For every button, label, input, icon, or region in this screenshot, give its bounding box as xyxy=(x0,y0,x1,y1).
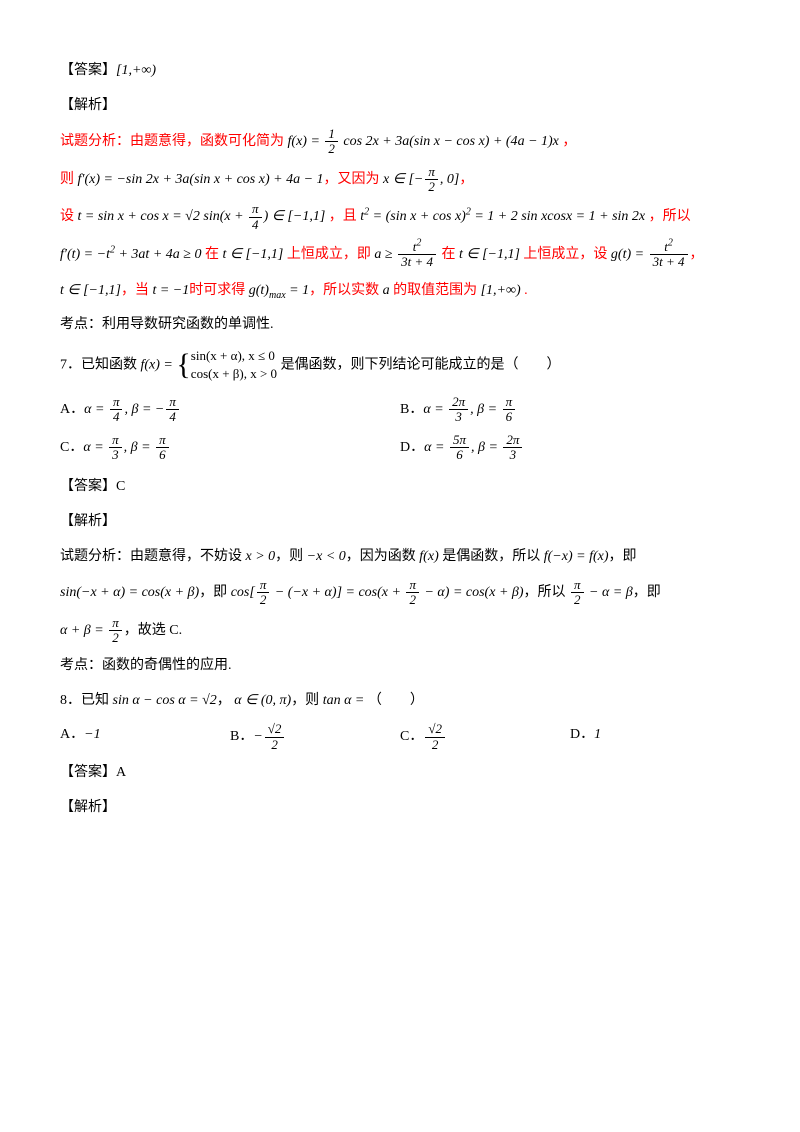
answer-label: 【答案】 xyxy=(60,765,116,780)
brace-icon: { xyxy=(176,350,190,380)
val: t = −1 xyxy=(152,283,189,298)
var: a xyxy=(383,283,390,298)
answer-value: C xyxy=(116,479,125,494)
answer-label: 【答案】 xyxy=(60,63,116,78)
text: ， xyxy=(559,134,577,149)
formula: f(x) = 12 cos 2x + 3a(sin x − cos x) + (… xyxy=(288,134,559,149)
formula: f′(t) = −t2 + 3at + 4a ≥ 0 xyxy=(60,247,201,262)
range: t ∈ [−1,1] xyxy=(459,247,520,262)
text: 的取值范围为 xyxy=(390,283,481,298)
text: . xyxy=(521,283,528,298)
cases: sin(x + α), x ≤ 0cos(x + β), x > 0 xyxy=(191,347,277,383)
formula: t2 = (sin x + cos x)2 = 1 + 2 sin xcosx … xyxy=(360,209,645,224)
analysis-line-4: f′(t) = −t2 + 3at + 4a ≥ 0 在 t ∈ [−1,1] … xyxy=(60,240,740,270)
text: ，当 xyxy=(121,283,153,298)
q-number: 8． xyxy=(60,693,81,708)
analysis-line-3: 设 t = sin x + cos x = √2 sin(x + π4) ∈ [… xyxy=(60,202,740,232)
jiexi-label-7: 【解析】 xyxy=(60,509,740,536)
q7-sol-1: 试题分析：由题意得，不妨设 x > 0，则 −x < 0，因为函数 f(x) 是… xyxy=(60,544,740,571)
option-d[interactable]: D．α = 5π6, β = 2π3 xyxy=(400,433,740,463)
text: 上恒成立，即 xyxy=(283,247,374,262)
q7-sol-2: sin(−x + α) = cos(x + β)，即 cos[π2 − (−x … xyxy=(60,578,740,608)
text: 在 xyxy=(438,247,459,262)
jiexi-label-1: 【解析】 xyxy=(60,93,740,120)
range: t ∈ [−1,1] xyxy=(222,247,283,262)
question-7: 7．已知函数 f(x) = {sin(x + α), x ≤ 0cos(x + … xyxy=(60,347,740,383)
text: ， xyxy=(459,172,473,187)
kaodian-1: 考点：利用导数研究函数的单调性. xyxy=(60,312,740,339)
stem: 是偶函数，则下列结论可能成立的是（ ） xyxy=(277,357,561,372)
formula: a ≥ t23t + 4 xyxy=(374,247,438,262)
answer-block-1: 【答案】[1,+∞) xyxy=(60,58,740,85)
option-b[interactable]: B．α = 2π3, β = π6 xyxy=(400,395,740,425)
text: 时可求得 xyxy=(189,283,249,298)
option-d[interactable]: D．1 xyxy=(570,722,740,752)
q7-sol-3: α + β = π2，故选 C. xyxy=(60,616,740,646)
text: ，所以 xyxy=(645,209,691,224)
q8-options: A．−1 B．−√22 C．√22 D．1 xyxy=(60,722,740,752)
jiexi-label-8: 【解析】 xyxy=(60,795,740,822)
text: 在 xyxy=(201,247,222,262)
analysis-line-5: t ∈ [−1,1]，当 t = −1时可求得 g(t)max = 1，所以实数… xyxy=(60,278,740,305)
answer-label: 【答案】 xyxy=(60,479,116,494)
range: x ∈ [−π2, 0] xyxy=(383,172,459,187)
formula: g(t)max = 1 xyxy=(249,283,309,298)
q-number: 7． xyxy=(60,357,81,372)
option-a[interactable]: A．−1 xyxy=(60,722,230,752)
kaodian-7: 考点：函数的奇偶性的应用. xyxy=(60,653,740,680)
interval: [1,+∞) xyxy=(481,283,521,298)
text: ，且 xyxy=(325,209,360,224)
q7-options: A．α = π4, β = −π4 B．α = 2π3, β = π6 C．α … xyxy=(60,391,740,466)
answer-value: [1,+∞) xyxy=(116,63,156,78)
analysis-line-2: 则 f′(x) = −sin 2x + 3a(sin x + cos x) + … xyxy=(60,165,740,195)
answer-value: A xyxy=(116,765,126,780)
text: 试题分析：由题意得，函数可化简为 xyxy=(60,134,288,149)
option-c[interactable]: C．√22 xyxy=(400,722,570,752)
text: ，所以实数 xyxy=(309,283,383,298)
option-c[interactable]: C．α = π3, β = π6 xyxy=(60,433,400,463)
option-b[interactable]: B．−√22 xyxy=(230,722,400,752)
analysis-line-1: 试题分析：由题意得，函数可化简为 f(x) = 12 cos 2x + 3a(s… xyxy=(60,127,740,157)
question-8: 8．已知 sin α − cos α = √2， α ∈ (0, π)，则 ta… xyxy=(60,688,740,715)
formula: g(t) = t23t + 4 xyxy=(611,247,690,262)
fx: f(x) = xyxy=(141,357,177,372)
stem: 已知函数 xyxy=(81,357,141,372)
answer-block-7: 【答案】C xyxy=(60,474,740,501)
formula: f′(x) = −sin 2x + 3a(sin x + cos x) + 4a… xyxy=(78,172,324,187)
text: ，又因为 xyxy=(324,172,384,187)
text: 则 xyxy=(60,172,78,187)
option-a[interactable]: A．α = π4, β = −π4 xyxy=(60,395,400,425)
text: 设 xyxy=(60,209,78,224)
range: t ∈ [−1,1] xyxy=(60,283,121,298)
text: 上恒成立，设 xyxy=(520,247,611,262)
formula: t = sin x + cos x = √2 sin(x + π4) ∈ [−1… xyxy=(78,209,326,224)
text: ， xyxy=(690,247,704,262)
answer-block-8: 【答案】A xyxy=(60,760,740,787)
